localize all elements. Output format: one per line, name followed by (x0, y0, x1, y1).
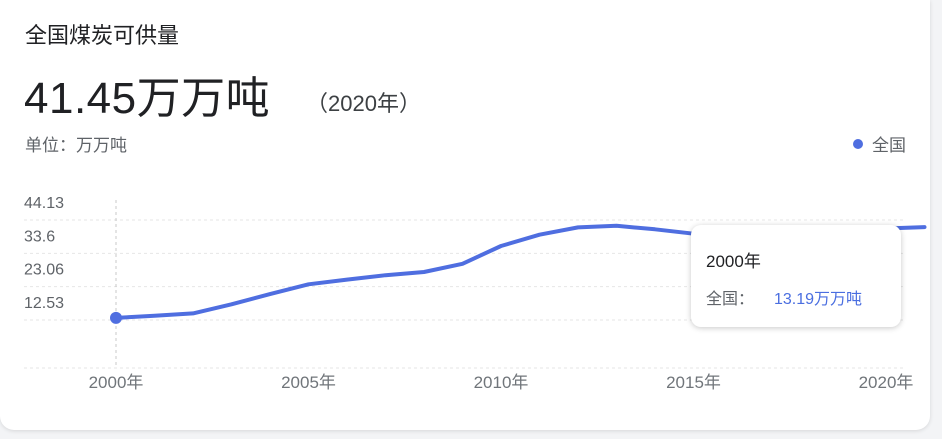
chart-title: 全国煤炭可供量 (25, 23, 180, 48)
y-tick-label: 23.06 (24, 262, 64, 279)
tooltip-title: 2000年 (706, 252, 761, 271)
y-tick-label: 44.13 (24, 195, 64, 212)
tooltip-series-label: 全国： (706, 291, 755, 308)
tooltip: 2000年 全国： 13.19万万吨 (691, 225, 901, 327)
line-chart[interactable]: 12.53 23.06 33.6 44.13 2000年 2005年 2010年 2015年 2… (0, 0, 930, 430)
y-tick-label: 33.6 (24, 228, 55, 245)
x-tick-label: 2000年 (89, 373, 144, 392)
x-tick-label: 2020年 (859, 373, 914, 392)
legend-label: 全国 (872, 136, 906, 155)
chart-card: 全国煤炭可供量 41.45万万吨 （2020年） 单位：万万吨 全国 12.53… (0, 0, 930, 430)
x-tick-label: 2015年 (666, 373, 721, 392)
legend[interactable]: 全国 (853, 131, 906, 156)
tooltip-series-value: 13.19万万吨 (774, 291, 863, 308)
headline-value: 41.45万万吨 (24, 74, 271, 123)
y-tick-label: 12.53 (24, 295, 64, 312)
x-tick-label: 2005年 (281, 373, 336, 392)
unit-label: 单位：万万吨 (25, 136, 127, 155)
legend-dot-icon (853, 138, 863, 149)
x-tick-label: 2010年 (474, 373, 529, 392)
headline-year: （2020年） (306, 91, 421, 116)
highlight-point (110, 311, 122, 324)
